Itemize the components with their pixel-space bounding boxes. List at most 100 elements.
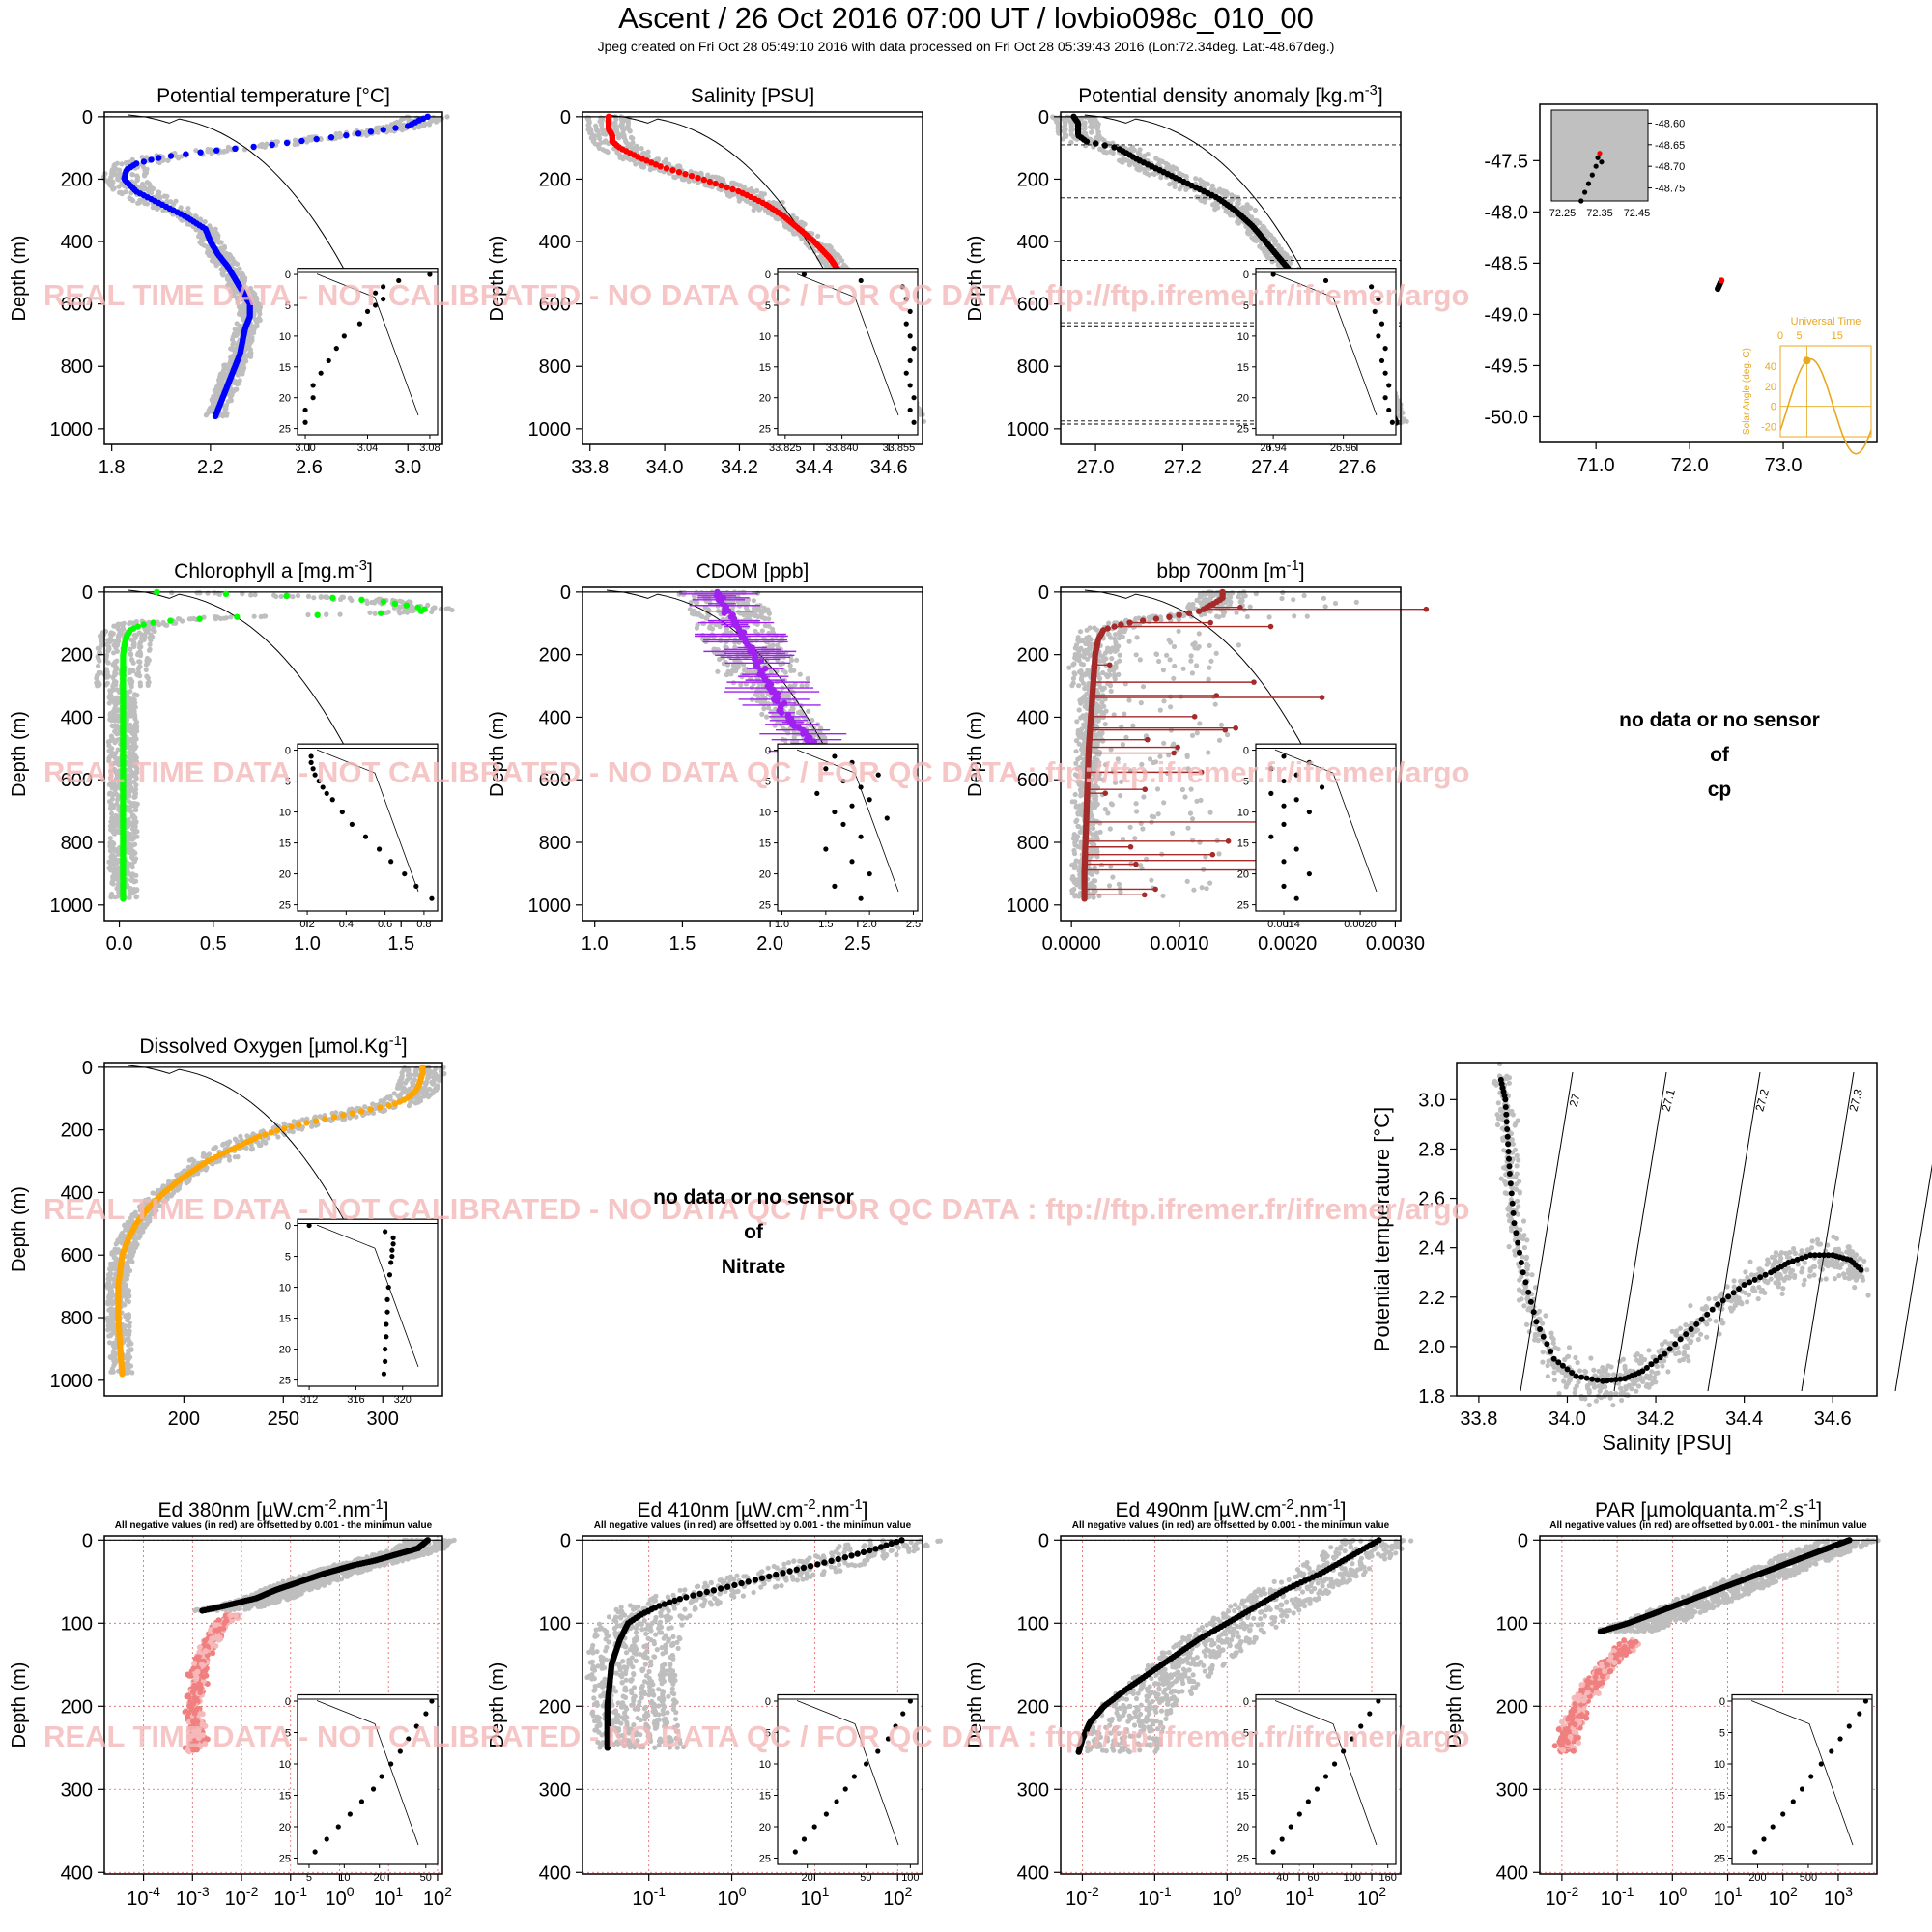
y-tick-label: 200 xyxy=(1017,169,1049,190)
history-point xyxy=(119,161,125,167)
profile-point xyxy=(234,613,241,620)
history-point xyxy=(676,163,683,169)
x-tick-label: 2.6 xyxy=(296,457,323,478)
history-point xyxy=(1194,194,1200,200)
inset-x-tick-label: 26.94 xyxy=(1260,442,1287,454)
history-point xyxy=(263,613,269,619)
x-tick-label: 27.2 xyxy=(1164,457,1202,478)
inset-y-tick-label: 20 xyxy=(279,393,291,405)
history-point xyxy=(292,141,298,148)
profile-point xyxy=(343,132,350,139)
history-point xyxy=(375,129,381,135)
history-point xyxy=(131,879,137,885)
history-point xyxy=(372,611,378,616)
history-point xyxy=(1254,218,1260,224)
inset-y-tick-label: 15 xyxy=(279,362,291,374)
inset-data-point xyxy=(362,834,369,839)
inset-x-tick-label: 3.04 xyxy=(357,442,378,454)
profile-point xyxy=(724,184,730,191)
history-point xyxy=(1101,137,1107,144)
history-point xyxy=(111,840,117,847)
chart-title: Potential temperature [°C] xyxy=(156,85,390,107)
history-point xyxy=(754,187,760,194)
x-tick-label: 34.6 xyxy=(870,457,908,478)
history-point xyxy=(108,633,114,639)
history-point xyxy=(110,687,116,693)
history-point xyxy=(815,233,821,239)
profile-point xyxy=(700,176,707,184)
history-point xyxy=(663,157,669,163)
history-point xyxy=(213,616,218,622)
profile-point xyxy=(313,135,320,143)
history-point xyxy=(311,595,317,601)
y-tick-label: 200 xyxy=(61,645,93,667)
inset-data-point xyxy=(310,383,316,388)
inset-data-point xyxy=(911,395,917,401)
history-point xyxy=(397,598,403,604)
history-point xyxy=(694,600,699,606)
history-point xyxy=(131,642,137,648)
x-tick-label: 33.8 xyxy=(571,457,609,478)
history-point xyxy=(1090,124,1095,129)
profile-point xyxy=(355,130,362,137)
profile-point xyxy=(283,139,291,147)
history-point xyxy=(237,266,242,271)
inset-data-point xyxy=(903,370,909,376)
history-point xyxy=(249,334,255,341)
history-point xyxy=(671,174,677,180)
history-point xyxy=(624,125,630,130)
inset-x-tick-label: 0.6 xyxy=(378,919,392,930)
history-point xyxy=(164,198,170,204)
profile-point xyxy=(1083,138,1091,145)
x-tick-label: 27.0 xyxy=(1077,457,1115,478)
history-point xyxy=(231,259,237,265)
history-point xyxy=(132,724,138,731)
history-point xyxy=(133,872,139,878)
inset-x-tick-label: 33.825 xyxy=(769,442,802,454)
profile-point xyxy=(718,182,724,189)
inset-data-point xyxy=(1382,395,1388,401)
history-point xyxy=(132,794,138,800)
history-point xyxy=(116,639,122,644)
history-point xyxy=(131,741,137,748)
history-point xyxy=(1252,207,1259,213)
inset-x-tick-label: 33.840 xyxy=(826,442,859,454)
history-point xyxy=(109,810,115,817)
history-point xyxy=(128,861,133,867)
history-point xyxy=(1095,133,1101,139)
history-point xyxy=(251,329,257,336)
history-point xyxy=(193,148,199,154)
history-point xyxy=(218,240,224,245)
history-point xyxy=(97,646,102,652)
profile-point xyxy=(298,137,305,145)
history-point xyxy=(1275,242,1281,249)
history-point xyxy=(398,117,405,123)
history-point xyxy=(137,683,143,689)
history-point xyxy=(337,611,343,617)
history-point xyxy=(201,242,207,248)
history-point xyxy=(323,594,328,600)
profile-point xyxy=(222,590,230,597)
profile-point xyxy=(1093,140,1099,147)
history-point xyxy=(126,695,132,701)
history-point xyxy=(1137,164,1144,170)
y-tick-label: 1000 xyxy=(528,419,572,440)
history-point xyxy=(254,324,260,329)
history-point xyxy=(132,856,139,862)
history-point xyxy=(130,842,136,848)
profile-point xyxy=(232,145,239,152)
history-point xyxy=(193,213,199,219)
x-tick-label: 27.4 xyxy=(1251,457,1289,478)
history-point xyxy=(434,118,440,124)
profile-point xyxy=(212,412,219,420)
inset-y-tick-label: 25 xyxy=(279,424,291,436)
history-point xyxy=(593,123,599,128)
page-subtitle: Jpeg created on Fri Oct 28 05:49:10 2016… xyxy=(597,39,1335,54)
history-point xyxy=(113,668,119,673)
inset-data-point xyxy=(1382,346,1388,352)
history-point xyxy=(131,817,137,823)
profile-point xyxy=(156,155,162,161)
history-point xyxy=(1094,122,1100,128)
